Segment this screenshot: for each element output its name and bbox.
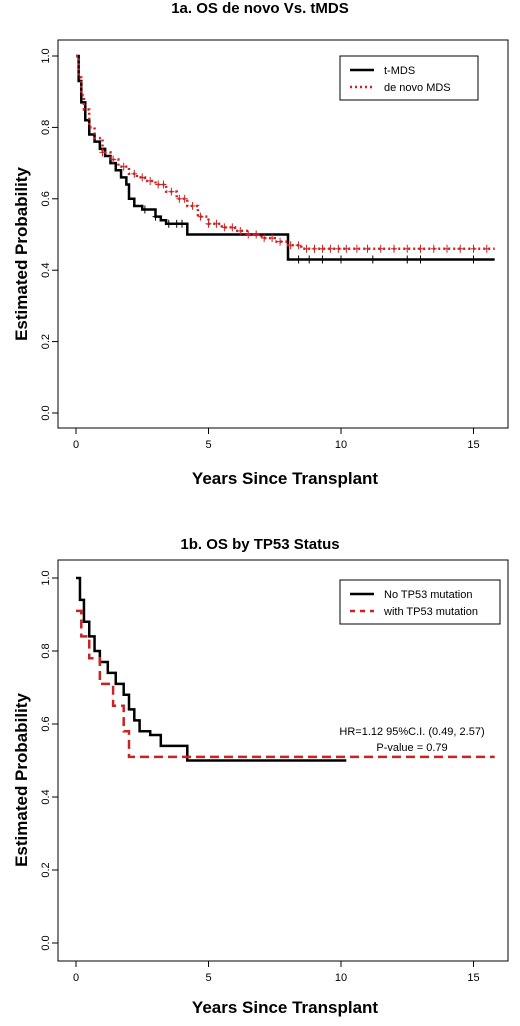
annotation-text: HR=1.12 95%C.I. (0.49, 2.57) [339,726,484,738]
legend-label: No TP53 mutation [384,589,472,601]
legend-label: de novo MDS [384,82,451,94]
y-tick-label: 0.0 [40,935,52,950]
x-tick-label: 10 [335,972,347,984]
y-tick-label: 0.6 [40,191,52,206]
annotation-text: P-value = 0.79 [376,742,447,754]
legend-box [339,579,501,625]
x-tick-label: 10 [335,439,347,451]
y-tick-label: 0.6 [40,716,52,731]
y-tick-label: 0.0 [40,405,52,420]
plot-frame [57,39,509,429]
km-plot: 0 5 10 15 0.0 0.2 0.4 0.6 0.8 1.0 No TP53 mutation… [40,559,509,984]
x-tick-label: 0 [73,972,79,984]
y-tick-label: 0.8 [40,643,52,658]
y-axis-label: Estimated Probability [12,693,31,867]
y-tick-label: 1.0 [40,570,52,585]
series-line-t-mds [76,54,495,261]
y-tick-label: 0.8 [40,120,52,135]
y-tick-label: 0.4 [40,789,52,804]
x-tick-label: 0 [73,439,79,451]
chart-panel-os-by-tp53-status: 1b. OS by TP53 Status 0 5 10 15 0.0 0.2 0.4 0.6… [0,520,520,1020]
legend: t-MDS de novo MDS [339,55,479,101]
x-tick-label: 15 [467,972,479,984]
plot-frame [57,559,509,962]
chart-title: 1a. OS de novo Vs. tMDS [171,0,349,17]
x-tick-label: 5 [205,439,211,451]
y-tick-label: 0.2 [40,334,52,349]
series-line-no-tp53-mutation [76,576,347,762]
legend-label: t-MDS [384,65,415,77]
legend: No TP53 mutation with TP53 mutation [339,579,501,625]
x-axis-label: Years Since Transplant [191,469,379,488]
x-tick-label: 5 [205,972,211,984]
chart-panel-os-de-novo-vs-tmds: 1a. OS de novo Vs. tMDS 0 5 10 15 0.0 0.2 0.4 0… [0,0,520,500]
legend-label: with TP53 mutation [383,606,478,618]
y-tick-label: 0.4 [40,263,52,278]
y-tick-label: 0.2 [40,862,52,877]
x-axis-label: Years Since Transplant [191,998,379,1017]
y-axis-label: Estimated Probability [12,167,31,341]
x-tick-label: 15 [467,439,479,451]
legend-box [339,55,479,101]
chart-title: 1b. OS by TP53 Status [180,536,340,553]
y-tick-label: 1.0 [40,48,52,63]
series-line-with-tp53-mutation [76,609,495,759]
km-plot: 0 5 10 15 0.0 0.2 0.4 0.6 0.8 1.0 t-MDS de novo MDS [40,39,509,451]
